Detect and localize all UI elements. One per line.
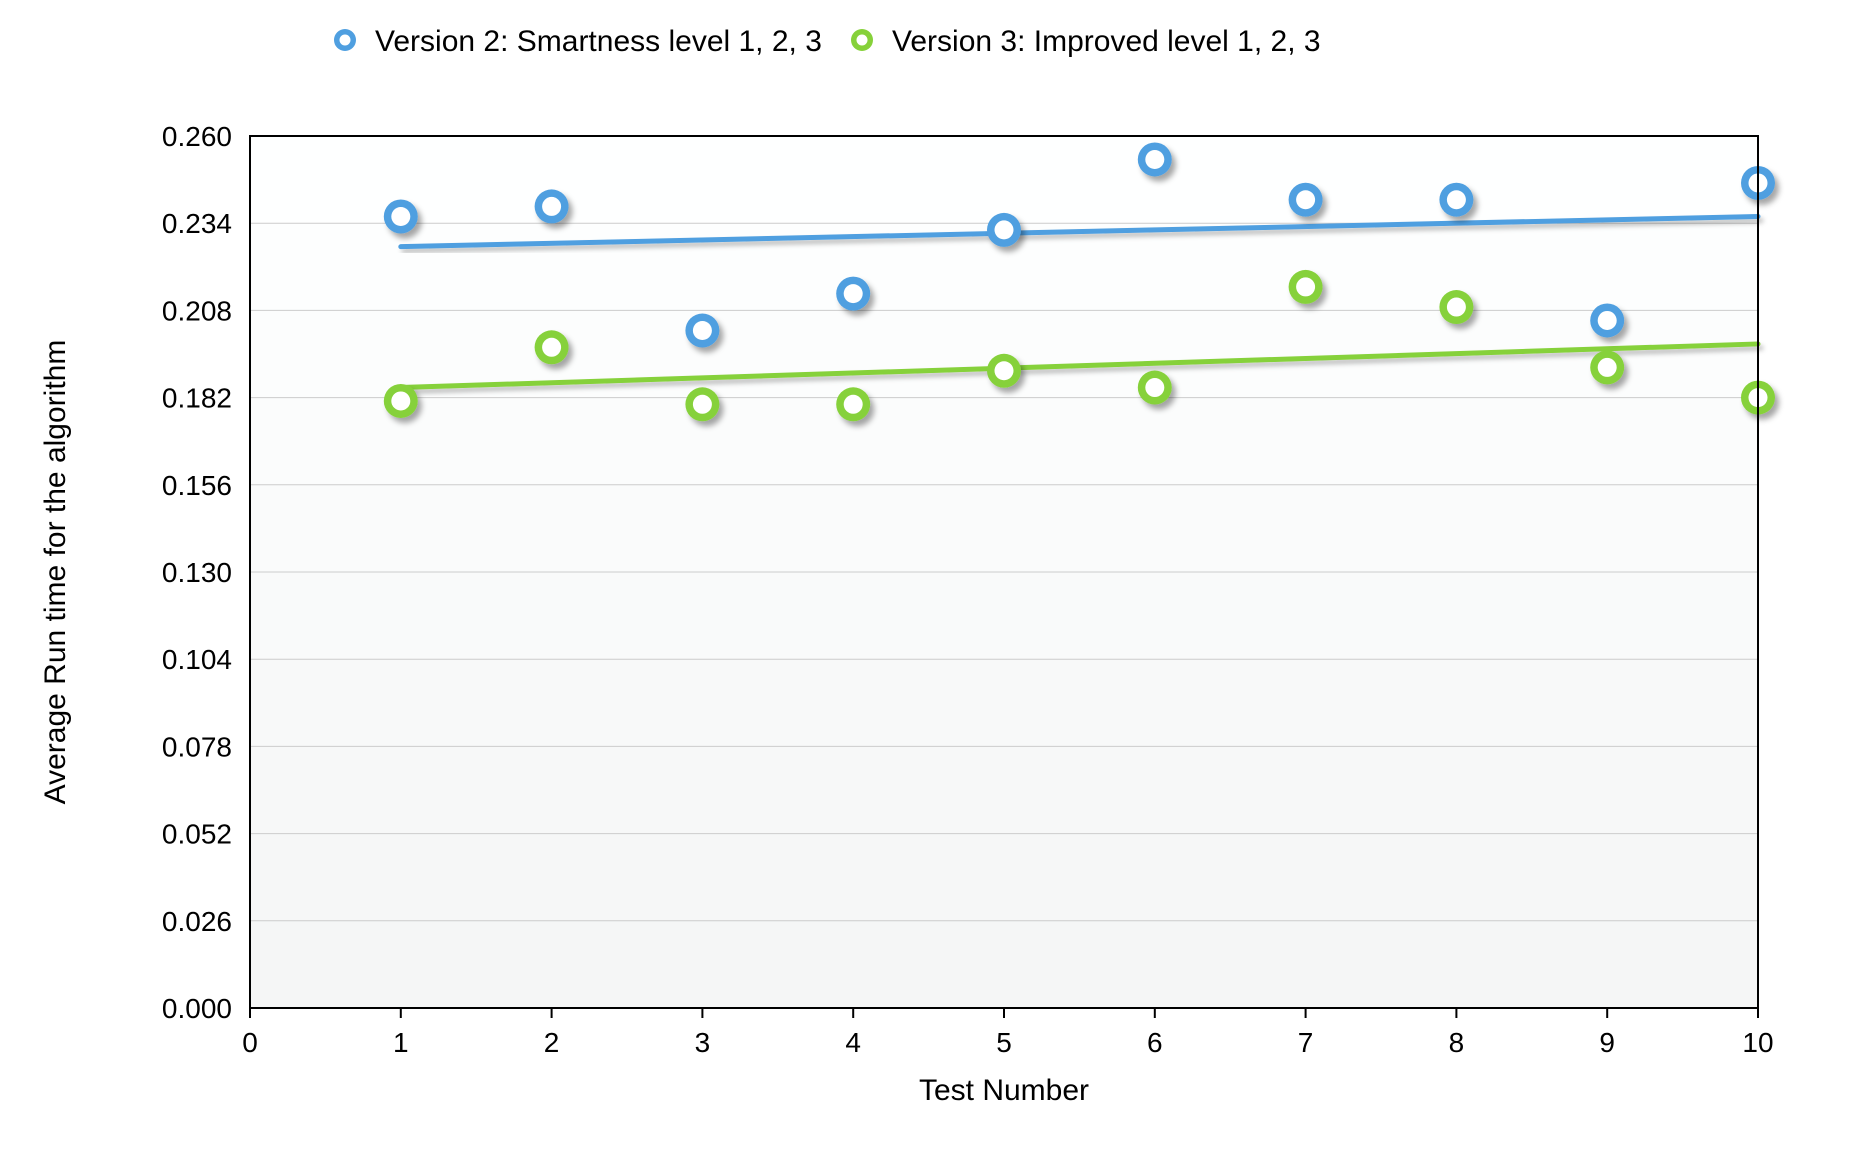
- legend-label: Version 2: Smartness level 1, 2, 3: [375, 25, 822, 58]
- y-tick-label: 0.260: [162, 121, 232, 152]
- x-tick-label: 9: [1599, 1027, 1615, 1058]
- data-point: [685, 314, 719, 348]
- data-point: [1590, 350, 1624, 384]
- x-tick-label: 6: [1147, 1027, 1163, 1058]
- x-axis-label: Test Number: [919, 1074, 1089, 1107]
- y-tick-label: 0.208: [162, 295, 232, 326]
- data-point: [1439, 183, 1473, 217]
- data-point: [384, 384, 418, 418]
- x-tick-label: 1: [393, 1027, 409, 1058]
- data-point: [1289, 270, 1323, 304]
- y-tick-label: 0.156: [162, 470, 232, 501]
- data-point: [535, 330, 569, 364]
- data-point: [987, 213, 1021, 247]
- x-tick-label: 3: [695, 1027, 711, 1058]
- data-point: [1439, 290, 1473, 324]
- y-tick-label: 0.052: [162, 819, 232, 850]
- data-point: [1289, 183, 1323, 217]
- x-tick-label: 7: [1298, 1027, 1314, 1058]
- x-tick-label: 0: [242, 1027, 258, 1058]
- chart-container: 0.000 0.026 0.052 0.078 0.104 0.130 0.156 0.182…: [0, 0, 1870, 1176]
- x-tick-label: 8: [1449, 1027, 1465, 1058]
- legend-label: Version 3: Improved level 1, 2, 3: [892, 25, 1321, 58]
- data-point: [836, 387, 870, 421]
- y-tick-label: 0.182: [162, 383, 232, 414]
- data-point: [1590, 303, 1624, 337]
- data-point: [987, 354, 1021, 388]
- legend-item: Version 3: Improved level 1, 2, 3: [851, 25, 1321, 58]
- data-point: [836, 277, 870, 311]
- data-point: [535, 189, 569, 223]
- data-point: [384, 199, 418, 233]
- legend: Version 2: Smartness level 1, 2, 3 Versio…: [334, 25, 1321, 58]
- y-tick-label: 0.000: [162, 993, 232, 1024]
- y-tick-label: 0.130: [162, 557, 232, 588]
- x-tick-label: 4: [845, 1027, 861, 1058]
- data-point: [685, 387, 719, 421]
- legend-item: Version 2: Smartness level 1, 2, 3: [334, 25, 822, 58]
- data-point: [1138, 142, 1172, 176]
- y-tick-label: 0.104: [162, 644, 232, 675]
- y-axis-label: Average Run time for the algorithm: [39, 340, 72, 805]
- y-tick-label: 0.234: [162, 208, 232, 239]
- y-tick-label: 0.026: [162, 906, 232, 937]
- x-tick-label: 10: [1742, 1027, 1773, 1058]
- x-tick-label: 5: [996, 1027, 1012, 1058]
- chart-svg: 0.000 0.026 0.052 0.078 0.104 0.130 0.156 0.182…: [0, 0, 1870, 1176]
- x-tick-label: 2: [544, 1027, 560, 1058]
- data-point: [1138, 371, 1172, 405]
- y-tick-label: 0.078: [162, 731, 232, 762]
